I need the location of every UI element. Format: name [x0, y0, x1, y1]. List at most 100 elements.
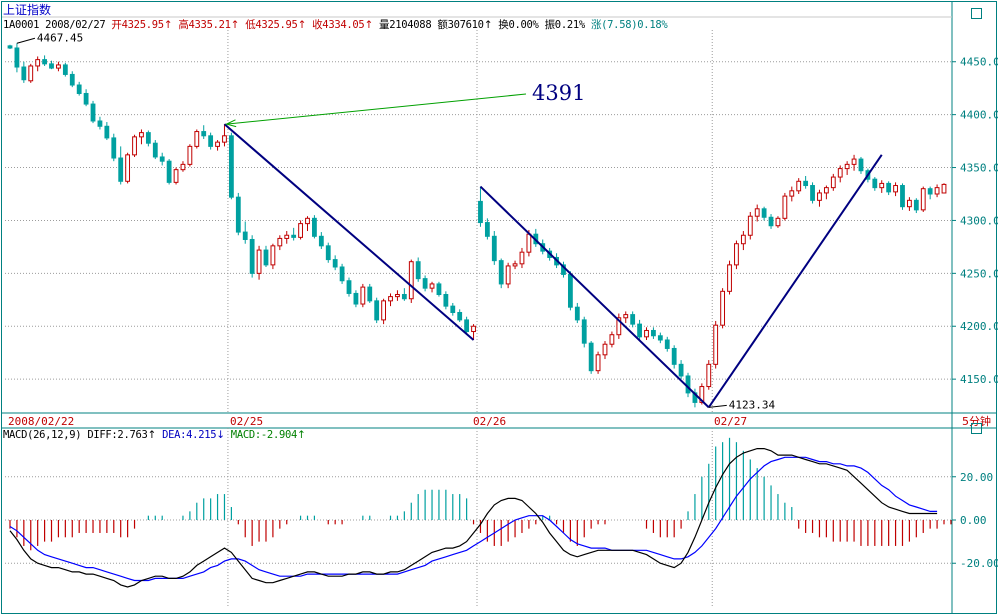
candle-body — [713, 324, 719, 365]
candle-body — [194, 131, 200, 147]
macd-arrow-icon: ↑ — [297, 429, 306, 441]
amount-arrow-icon: ↑ — [483, 19, 493, 31]
candle-body — [671, 347, 677, 365]
candle-body — [837, 168, 843, 178]
high-marker-leader — [16, 37, 36, 44]
candle-body — [761, 208, 767, 218]
macd-axis-label: 0.00 — [960, 514, 987, 527]
candle-body — [443, 294, 449, 307]
candle-body — [519, 251, 525, 265]
candle-body — [844, 163, 850, 170]
indicator-settings-box-icon[interactable] — [971, 423, 982, 434]
candle-body — [491, 235, 497, 262]
quote-info-bar: 1A0001 2008/02/27 开4325.95↑ 高4335.21↑ 低4… — [3, 17, 668, 32]
candle-body — [768, 216, 774, 227]
index-title: 上证指数 — [3, 3, 52, 17]
candle-body — [907, 199, 912, 208]
amplitude-label: 振 — [544, 19, 556, 31]
candle-body — [920, 188, 926, 211]
open-value: 4325.95 — [121, 19, 164, 31]
candle-body — [858, 158, 864, 172]
candle-body — [464, 319, 470, 333]
candle-body — [450, 305, 456, 313]
candle-body — [21, 66, 27, 81]
diff-arrow-icon: ↑ — [147, 429, 157, 441]
candle-body — [208, 135, 214, 147]
low-label: 低 — [245, 19, 256, 31]
candle-body — [830, 176, 836, 189]
candle-body — [28, 65, 34, 82]
candle-body — [609, 334, 615, 345]
candle-body — [754, 208, 760, 217]
candle-body — [415, 261, 421, 280]
candle-body — [159, 156, 165, 162]
candle-body — [457, 311, 463, 321]
candle-body — [76, 84, 82, 94]
candle-body — [228, 135, 234, 198]
candle-body — [270, 245, 276, 266]
diff-line — [9, 448, 938, 588]
candle-body — [651, 329, 656, 337]
candle-body — [727, 264, 732, 292]
candle-body — [602, 343, 608, 356]
macd-info-bar: MACD(26,12,9) DIFF:2.763↑ DEA:4.215↓ MAC… — [3, 429, 306, 441]
turnover-label: 换 — [498, 19, 509, 31]
candle-body — [913, 199, 919, 211]
candle-body — [374, 300, 380, 321]
chart-settings-box-icon[interactable] — [971, 8, 982, 19]
candle-body — [104, 125, 110, 139]
low-marker-leader — [708, 404, 727, 408]
candle-body — [810, 185, 815, 201]
candle-body — [305, 217, 310, 225]
candle-body — [187, 145, 193, 165]
candle-body — [56, 64, 61, 69]
candle-body — [581, 319, 587, 344]
candle-body — [277, 237, 283, 247]
candle-body — [630, 314, 636, 325]
candle-body — [235, 196, 241, 233]
candle-body — [367, 286, 373, 302]
candle-body — [734, 243, 739, 266]
candle-body — [505, 265, 511, 285]
candle-body — [360, 286, 366, 305]
diff-value: 2.763 — [117, 429, 148, 441]
macd-axis-label: -20.00 — [960, 557, 998, 570]
low-arrow-icon: ↑ — [297, 19, 307, 31]
callout-arrow-line — [226, 93, 527, 125]
candle-body — [388, 296, 393, 302]
candle-body — [145, 132, 151, 144]
amount-value: 307610 — [447, 19, 484, 31]
symbol-code: 1A0001 — [3, 19, 40, 31]
candle-body — [284, 234, 290, 239]
candle-body — [657, 335, 663, 341]
candle-body — [166, 160, 172, 183]
candle-body — [83, 92, 89, 105]
candle-body — [595, 354, 601, 372]
open-label: 开 — [111, 19, 122, 31]
low-value: 4325.95 — [255, 19, 298, 31]
candle-body — [796, 180, 802, 192]
macd-indicator-label: MACD(26,12,9) — [3, 429, 82, 441]
turnover-value: 0.00% — [508, 19, 539, 31]
candle-body — [422, 278, 428, 289]
candle-body — [484, 222, 490, 237]
candle-body — [720, 290, 726, 326]
candle-body — [90, 103, 96, 122]
candle-body — [395, 294, 400, 298]
candle-body — [152, 142, 158, 158]
change-label: 涨 — [590, 19, 602, 31]
candle-body — [401, 294, 407, 300]
candle-body — [588, 342, 594, 372]
candle-body — [893, 185, 898, 193]
close-arrow-icon: ↑ — [364, 19, 373, 31]
candle-body — [851, 158, 857, 165]
dea-arrow-icon: ↓ — [216, 429, 225, 441]
candle-body — [242, 231, 248, 240]
candle-body — [616, 317, 622, 336]
candle-body — [498, 260, 504, 285]
candle-body — [132, 136, 137, 156]
candle-body — [526, 233, 532, 253]
x-axis-date-label: 02/26 — [473, 415, 506, 428]
candle-body — [118, 157, 124, 182]
